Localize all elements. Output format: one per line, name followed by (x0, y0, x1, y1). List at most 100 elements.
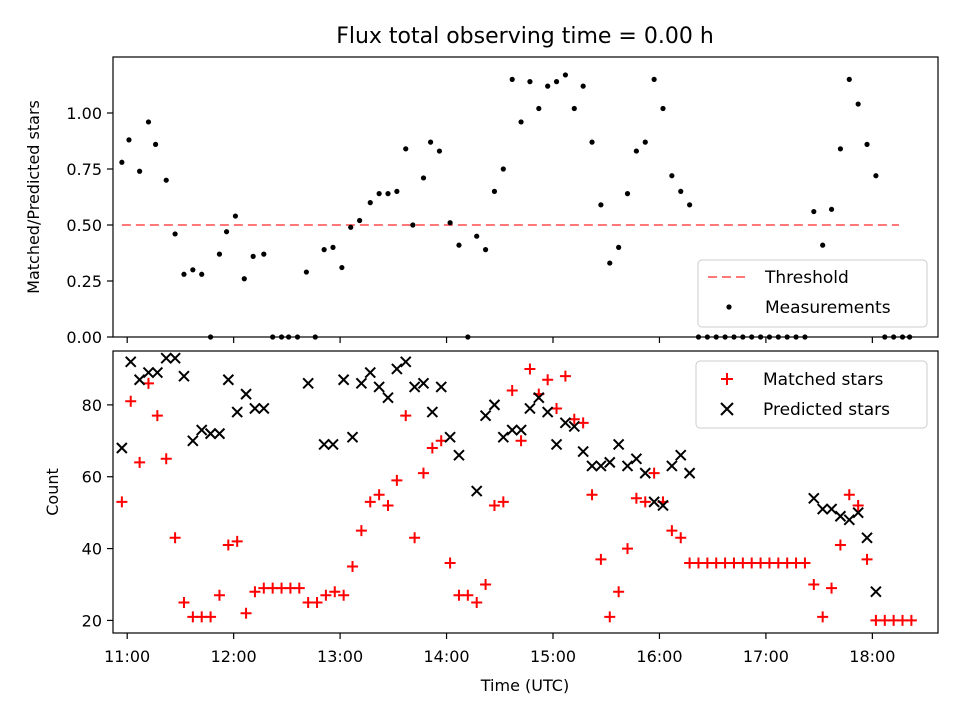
measurement-point (223, 229, 230, 235)
measurement-point (616, 244, 622, 250)
predicted-star-point (187, 435, 199, 447)
measurement-point (873, 173, 879, 179)
measurement-point (864, 141, 870, 147)
matched-star-point (551, 402, 563, 414)
predicted-star-point (604, 456, 616, 469)
measurement-point (669, 173, 675, 179)
measurement-point (811, 208, 817, 215)
matched-star-point (320, 589, 332, 601)
matched-star-point (515, 435, 527, 447)
legend-matched-label: Matched stars (763, 370, 883, 390)
predicted-star-point (382, 391, 394, 404)
matched-star-point (462, 589, 474, 601)
x-tick-label: 15:00 (530, 647, 576, 666)
predicted-star-point (196, 424, 208, 436)
measurement-point (119, 159, 125, 165)
matched-star-point (630, 492, 642, 504)
matched-star-point (426, 442, 438, 454)
predicted-star-point (834, 510, 847, 522)
matched-star-point (169, 532, 181, 544)
x-tick-label: 18:00 (849, 647, 895, 666)
matched-star-point (382, 499, 394, 511)
ratio-plot-frame (112, 56, 939, 338)
predicted-star-point (488, 399, 501, 411)
matched-star-point (240, 607, 252, 619)
predicted-star-point (178, 370, 190, 382)
measurement-point (261, 251, 267, 257)
predicted-star-point (249, 402, 261, 415)
matched-star-point (435, 435, 447, 447)
predicted-star-point (240, 388, 252, 400)
predicted-star-point (675, 449, 687, 461)
measurement-point (232, 213, 239, 219)
measurement-point (427, 139, 434, 145)
matched-star-point (480, 579, 492, 591)
matched-star-point (444, 557, 456, 569)
x-tick-label: 12:00 (211, 647, 257, 666)
predicted-star-point (444, 431, 456, 443)
measurement-point (330, 244, 336, 250)
measurement-point (321, 247, 327, 253)
predicted-star-point (471, 485, 483, 497)
matched-star-point (213, 589, 225, 601)
measurement-point (687, 202, 693, 208)
matched-star-point (249, 586, 261, 598)
matched-star-point (364, 496, 376, 508)
predicted-star-point (125, 356, 137, 368)
measurement-point (820, 242, 826, 248)
legend-matched-swatch (721, 373, 733, 385)
matched-star-point (231, 535, 243, 547)
matched-star-point (834, 539, 846, 551)
measurement-point (403, 146, 409, 152)
predicted-star-point (568, 420, 580, 433)
matched-star-point (488, 499, 500, 511)
predicted-star-point (258, 402, 270, 415)
legend-predicted-label: Predicted stars (763, 400, 890, 420)
predicted-star-point (541, 406, 554, 418)
measurement-point (456, 242, 462, 248)
measurement-point (420, 175, 427, 181)
matched-star-point (817, 611, 829, 623)
predicted-star-point (204, 427, 217, 440)
matched-star-point (160, 453, 172, 465)
measurement-point (660, 105, 666, 112)
measurement-point (474, 233, 480, 239)
matched-star-point (852, 499, 864, 511)
measurement-point (651, 76, 657, 82)
measurement-point (357, 217, 363, 224)
matched-star-point (142, 377, 154, 389)
measurement-point (607, 260, 613, 266)
measurement-point (580, 83, 586, 89)
matched-star-point (648, 467, 660, 479)
predicted-star-point (506, 424, 518, 436)
predicted-star-point (666, 460, 678, 472)
measurement-point (527, 79, 533, 85)
predicted-star-point (852, 506, 864, 519)
matched-star-point (178, 596, 190, 608)
predicted-star-point (408, 381, 421, 393)
legend-measurements-label: Measurements (765, 298, 891, 318)
x-tick-label: 16:00 (636, 647, 682, 666)
matched-star-point (116, 496, 128, 508)
matched-star-point (311, 596, 323, 608)
matched-star-point (586, 489, 598, 501)
measurement-point (571, 105, 577, 112)
predicted-star-point (302, 377, 314, 390)
measurement-point (163, 177, 169, 183)
measurement-point (250, 253, 256, 259)
matched-star-point (205, 611, 217, 623)
count-plot-frame (112, 350, 939, 634)
predicted-star-point (213, 427, 226, 440)
predicted-star-point (133, 374, 146, 386)
measurement-point (545, 83, 551, 89)
count-panel: Count Time (UTC) 11:00 12:00 13:00 14:00 15:… (43, 350, 939, 695)
matched-star-point (843, 489, 855, 501)
measurement-point (678, 188, 684, 194)
ratio-y-axis-label: Matched/Predicted stars (24, 100, 43, 294)
matched-star-point (125, 395, 137, 407)
measurement-point (339, 264, 345, 271)
y-tick-label: 1.00 (66, 104, 102, 123)
measurement-point (385, 191, 391, 197)
predicted-star-point (151, 366, 164, 379)
